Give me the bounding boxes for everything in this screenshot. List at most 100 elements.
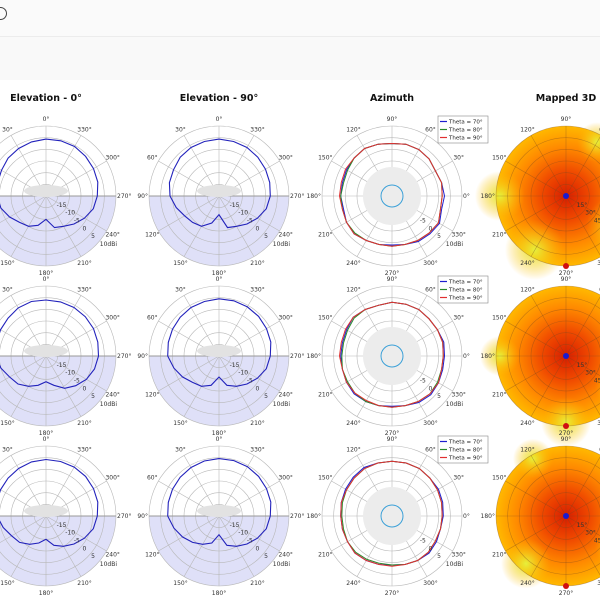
angle-tick-label: 300° [105, 155, 119, 162]
angle-tick-label: 300° [278, 155, 292, 162]
grid-spoke [565, 136, 600, 197]
mapped-3d-chart: 0°30°60°90°120°150°180°210°240°270°300°3… [481, 436, 600, 597]
angle-tick-label: 330° [451, 392, 465, 399]
radial-tick-label: -5 [247, 377, 253, 384]
device-silhouette [24, 345, 68, 357]
grid-spoke [505, 195, 567, 232]
angle-tick-label: 240° [105, 392, 119, 399]
angle-tick-label: 180° [307, 353, 321, 360]
gain-trace [0, 299, 100, 389]
legend-label: Theta = 90° [448, 456, 483, 462]
legend-label: Theta = 80° [448, 448, 483, 454]
angle-tick-label: 120° [520, 127, 534, 134]
lower-hemisphere-shade [0, 516, 116, 586]
angle-tick-label: 90° [137, 513, 148, 520]
radial-tick-label: -15 [230, 522, 240, 529]
grid-spoke [158, 195, 220, 232]
heatmap-hotspot [501, 538, 552, 589]
angle-tick-label: 270° [385, 590, 399, 597]
grid-spoke [565, 456, 600, 517]
angle-tick-label: 0° [463, 353, 470, 360]
lower-hemisphere-shade [0, 196, 116, 266]
radial-tick-label: 45° [594, 377, 600, 384]
angle-tick-label: 210° [77, 580, 91, 587]
angle-tick-label: 150° [318, 155, 332, 162]
angle-tick-label: 300° [423, 260, 437, 267]
radial-tick-label: -5 [420, 217, 426, 224]
device-ring [380, 504, 404, 528]
angle-tick-label: 240° [278, 552, 292, 559]
angle-tick-label: 240° [520, 420, 534, 427]
angle-tick-label: 270° [559, 270, 573, 277]
angle-tick-label: 150° [173, 580, 187, 587]
gain-trace [0, 138, 99, 229]
center-marker [563, 193, 569, 199]
legend-label: Theta = 90° [448, 296, 483, 302]
center-marker [563, 513, 569, 519]
grid-spoke [505, 355, 567, 392]
grid-spoke [530, 515, 567, 577]
grid-spoke [0, 515, 47, 543]
column-title: Elevation - 90° [180, 93, 258, 104]
angle-tick-label: 240° [105, 552, 119, 559]
gain-trace [168, 138, 271, 229]
angle-tick-label: 300° [278, 315, 292, 322]
grid-spoke [530, 355, 567, 417]
radial-tick-label: 5 [264, 233, 268, 240]
azimuth-trace [340, 460, 443, 567]
angle-tick-label: 120° [346, 447, 360, 454]
radial-tick-label: -10 [238, 530, 248, 537]
device-silhouette [24, 185, 68, 197]
radial-tick-label: 0 [429, 385, 433, 392]
angle-tick-label: 90° [387, 116, 398, 123]
heatmap-hotspot [586, 200, 600, 251]
elevation-chart: 0° 30° 60° 90° 120° 150° 180° 210° 240° 270° 300° 3… [137, 116, 304, 277]
grid-spoke [218, 355, 280, 392]
azimuth-chart: 0° 30° 60° 90° 120° 150° 180° 210° 240° 270° 300° 3… [307, 115, 489, 277]
radial-tick-label: 45° [594, 217, 600, 224]
heatmap-hotspot [541, 397, 591, 448]
angle-tick-label: 90° [561, 116, 572, 123]
column-title: Mapped 3D [536, 93, 597, 104]
angle-tick-label: 30° [453, 475, 464, 482]
angle-tick-label: 210° [492, 552, 506, 559]
angle-tick-label: 180° [212, 270, 226, 277]
grid-ring [554, 344, 578, 368]
device-silhouette [197, 185, 241, 197]
grid-spoke [505, 160, 567, 197]
angle-tick-label: 270° [290, 193, 304, 200]
azimuth-chart: 0° 30° 60° 90° 120° 150° 180° 210° 240° 270° 300° 3… [307, 275, 489, 437]
radial-tick-label: -5 [420, 537, 426, 544]
legend-label: Theta = 70° [448, 280, 483, 286]
angle-tick-label: 0° [216, 276, 223, 283]
radial-tick-label: 0 [83, 225, 87, 232]
mapped-3d-chart: 0°30°60°90°120°150°180°210°240°270°300°3… [474, 116, 600, 280]
angle-tick-label: 30° [2, 447, 13, 454]
grid-ring [542, 172, 590, 220]
column-title: Elevation - 0° [10, 93, 82, 104]
grid-spoke [530, 455, 567, 517]
grid-ring [507, 457, 600, 575]
angle-tick-label: 300° [597, 580, 600, 587]
device-silhouette [197, 345, 241, 357]
angle-tick-label: 270° [559, 430, 573, 437]
grid-ring [554, 504, 578, 528]
grid-spoke [565, 296, 600, 357]
radial-tick-label: -10 [65, 370, 75, 377]
angle-tick-label: 120° [145, 552, 159, 559]
angle-tick-label: 300° [105, 475, 119, 482]
angle-tick-label: 210° [77, 260, 91, 267]
angle-tick-label: 150° [318, 315, 332, 322]
angle-tick-label: 180° [307, 513, 321, 520]
angle-tick-label: 30° [2, 287, 13, 294]
radial-tick-label: -15 [57, 522, 67, 529]
grid-spoke [45, 355, 82, 417]
angle-tick-label: 90° [561, 276, 572, 283]
angle-tick-label: 90° [137, 193, 148, 200]
radial-tick-label: -5 [74, 217, 80, 224]
angle-tick-label: 180° [212, 590, 226, 597]
angle-tick-label: 0° [43, 116, 50, 123]
device-disc [363, 167, 421, 225]
grid-spoke [565, 195, 600, 256]
